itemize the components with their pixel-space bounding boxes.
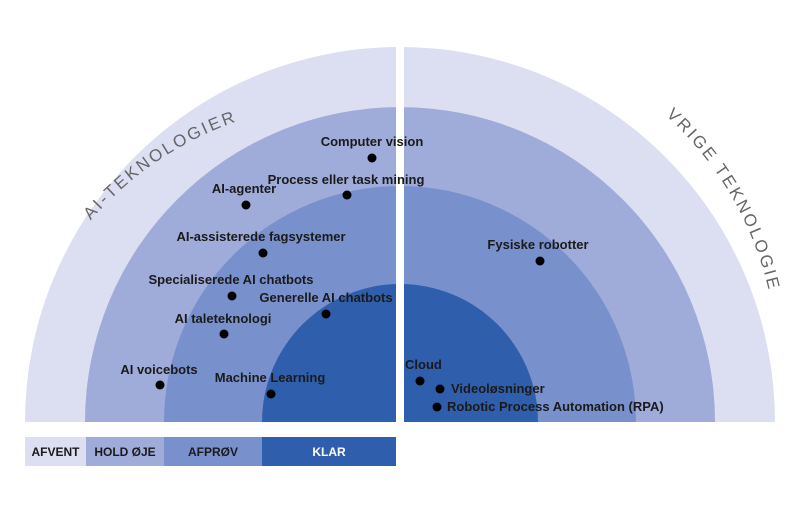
tech-dot-computer-vision[interactable] — [367, 153, 377, 163]
tech-label-generelle-chatbots: Generelle AI chatbots — [259, 290, 392, 305]
tech-label-machine-learning: Machine Learning — [215, 370, 326, 385]
legend-swatch-afproev — [164, 437, 262, 466]
tech-dot-fysiske-robotter[interactable] — [535, 256, 545, 266]
tech-dot-ai-taleteknologi[interactable] — [219, 329, 229, 339]
tech-dot-generelle-chatbots[interactable] — [321, 309, 331, 319]
tech-dot-rpa[interactable] — [432, 402, 442, 412]
legend-label-afproev: AFPRØV — [188, 445, 238, 459]
legend-swatch-klar — [262, 437, 396, 466]
tech-dot-cloud[interactable] — [415, 376, 425, 386]
tech-label-fysiske-robotter: Fysiske robotter — [487, 237, 588, 252]
tech-dot-specialiserede-chatbots[interactable] — [227, 291, 237, 301]
tech-label-specialiserede-chatbots: Specialiserede AI chatbots — [149, 272, 314, 287]
tech-dot-ai-fagsystemer[interactable] — [258, 248, 268, 258]
legend-label-afvent: AFVENT — [32, 445, 81, 459]
legend-swatch-hold-oeje — [86, 437, 164, 466]
tech-label-computer-vision: Computer vision — [321, 134, 424, 149]
tech-dot-videoloesninger[interactable] — [435, 384, 445, 394]
legend-label-klar: KLAR — [312, 445, 346, 459]
tech-label-videoloesninger: Videoløsninger — [451, 381, 545, 396]
legend-label-hold-oeje: HOLD ØJE — [94, 445, 155, 459]
tech-label-ai-fagsystemer: AI-assisterede fagsystemer — [176, 229, 345, 244]
tech-label-ai-voicebots: AI voicebots — [120, 362, 197, 377]
tech-dot-machine-learning[interactable] — [266, 389, 276, 399]
tech-dot-process-task-mining[interactable] — [342, 190, 352, 200]
tech-label-process-task-mining: Process eller task mining — [268, 172, 425, 187]
tech-label-ai-taleteknologi: AI taleteknologi — [175, 311, 272, 326]
tech-label-cloud: Cloud — [405, 357, 442, 372]
legend-swatch-afvent — [25, 437, 86, 466]
technology-blips: Computer vision Process eller task minin… — [120, 134, 663, 414]
ring-legend: AFVENT HOLD ØJE AFPRØV KLAR — [25, 437, 396, 466]
tech-label-ai-agenter: AI-agenter — [212, 181, 276, 196]
tech-dot-ai-voicebots[interactable] — [155, 380, 165, 390]
sector-divider — [396, 40, 404, 425]
tech-dot-ai-agenter[interactable] — [241, 200, 251, 210]
tech-label-rpa: Robotic Process Automation (RPA) — [447, 399, 664, 414]
